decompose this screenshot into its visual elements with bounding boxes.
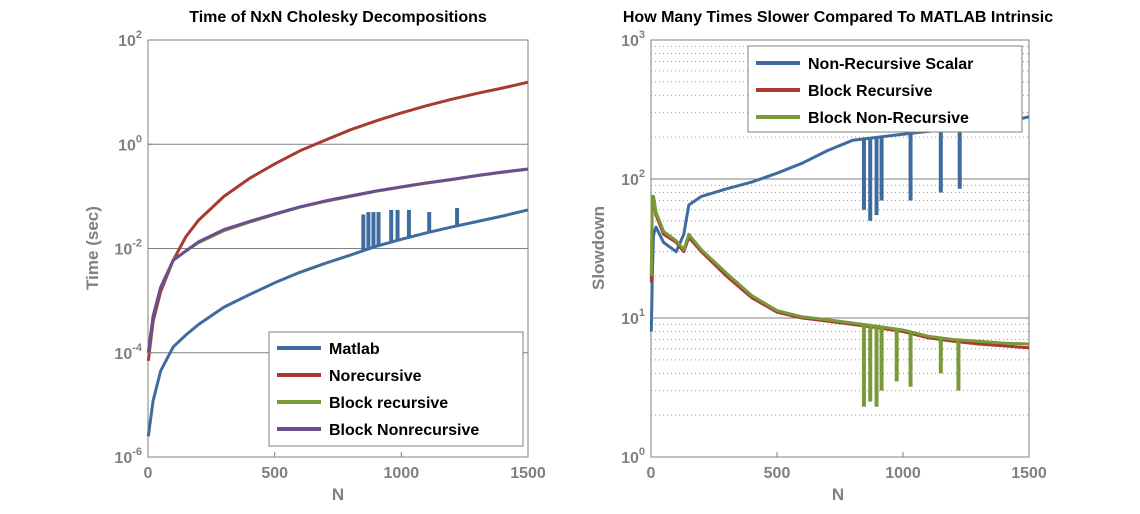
right-legend-label-0: Non-Recursive Scalar <box>808 56 973 73</box>
left-y-axis-label: Time (sec) <box>83 206 102 290</box>
right-chart-title: How Many Times Slower Compared To MATLAB… <box>623 9 1053 26</box>
right-legend-label-2: Block Non-Recursive <box>808 110 969 127</box>
left-x-tick-label: 1000 <box>384 465 420 482</box>
left-legend-label-1: Norecursive <box>329 368 422 385</box>
left-y-tick-label: 102 <box>118 29 142 50</box>
right-y-axis-label: Slowdown <box>589 206 608 290</box>
right-x-tick-label: 1500 <box>1011 465 1047 482</box>
left-x-tick-label: 1500 <box>510 465 546 482</box>
left-legend-label-0: Matlab <box>329 341 380 358</box>
right-x-tick-label: 0 <box>647 465 656 482</box>
left-legend-label-2: Block recursive <box>329 395 448 412</box>
right-series-line-2 <box>649 194 1030 346</box>
left-y-tick-label: 10-2 <box>114 238 142 259</box>
left-y-tick-label: 10-4 <box>114 342 142 363</box>
right-y-tick-label: 102 <box>621 168 645 189</box>
left-legend: Matlab Norecursive Block recursive Block No… <box>268 331 524 447</box>
left-series-line-3 <box>146 167 529 353</box>
left-x-axis-label: N <box>332 485 344 504</box>
left-y-tick-label: 10-6 <box>114 446 142 467</box>
left-x-tick-label: 0 <box>144 465 153 482</box>
left-series-line-0 <box>146 208 529 437</box>
right-y-tick-label: 101 <box>621 307 645 328</box>
left-chart-title: Time of NxN Cholesky Decompositions <box>189 9 487 26</box>
right-legend: Non-Recursive Scalar Block Recursive Block… <box>747 45 1023 133</box>
left-y-tick-label: 100 <box>118 133 142 154</box>
left-legend-label-3: Block Nonrecursive <box>329 422 479 439</box>
right-chart: How Many Times Slower Compared To MATLAB… <box>589 9 1053 504</box>
left-chart: Time of NxN Cholesky Decompositions 0 500… <box>83 9 546 504</box>
right-legend-label-1: Block Recursive <box>808 83 933 100</box>
right-x-axis-label: N <box>832 485 844 504</box>
left-x-tick-label: 500 <box>261 465 288 482</box>
right-y-tick-label: 103 <box>621 29 645 50</box>
right-x-tick-label: 1000 <box>885 465 921 482</box>
right-x-tick-label: 500 <box>764 465 791 482</box>
right-y-tick-label: 100 <box>621 446 645 467</box>
